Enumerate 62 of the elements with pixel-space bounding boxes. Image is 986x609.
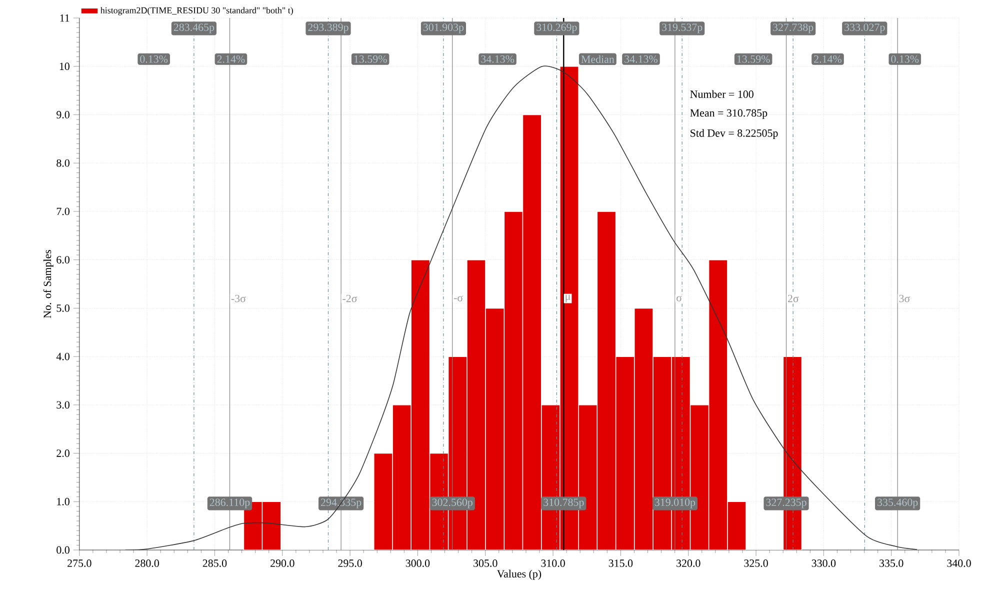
ref-line-label: 310.269p [536, 24, 577, 34]
ref-line-label: 310.785p [544, 498, 584, 508]
legend-label: histogram2D(TIME_RESIDU 30 "standard" "both" t) [100, 7, 293, 16]
annotation: 3σ [899, 294, 910, 302]
x-tick-label: 295.0 [338, 560, 362, 567]
annotation: -3σ [231, 294, 246, 302]
annotation: 13.59% [737, 55, 770, 63]
annotation: -2σ [342, 294, 358, 302]
y-tick-label: 3.0 [56, 401, 70, 409]
annotation: 13.59% [354, 55, 387, 63]
x-axis-title: Values (p) [496, 570, 542, 580]
ref-line-label: 327.738p [773, 24, 814, 34]
x-tick-label: 310.0 [541, 560, 565, 567]
ref-line-label: 302.560p [432, 498, 472, 508]
y-tick-label: 11 [60, 14, 70, 22]
x-tick-label: 335.0 [880, 560, 904, 567]
annotation: 2.14% [814, 55, 842, 63]
y-tick-label: 10 [60, 62, 70, 70]
annotation: μ [566, 294, 570, 302]
x-tick-label: 300.0 [406, 560, 430, 567]
annotation: Median [581, 55, 614, 63]
y-tick-label: 9.0 [56, 111, 70, 118]
ref-line-label: 333.027p [844, 24, 885, 34]
annotation: 0.13% [891, 55, 919, 63]
x-tick-label: 325.0 [744, 560, 768, 567]
x-tick-label: 330.0 [812, 560, 836, 567]
annotation: 34.13% [624, 55, 658, 63]
y-tick-label: 6.0 [56, 256, 70, 264]
ref-line-label: 286.110p [210, 498, 250, 508]
annotation: Number = 100 [690, 90, 754, 98]
ref-line-label: 301.903p [423, 24, 464, 34]
ref-line-label: 327.235p [766, 498, 806, 508]
x-tick-label: 320.0 [676, 560, 700, 567]
annotation: 2.14% [217, 55, 245, 63]
y-tick-label: 4.0 [56, 352, 70, 360]
annotation: Mean = 310.785p [690, 109, 768, 119]
ref-line-label: 293.389p [308, 24, 348, 34]
x-tick-label: 290.0 [270, 560, 294, 567]
y-tick-label: 5.0 [56, 304, 70, 312]
annotation: 0.13% [140, 55, 168, 63]
x-tick-label: 285.0 [202, 560, 227, 567]
y-tick-label: 1.0 [57, 498, 70, 506]
y-tick-label: 7.0 [56, 208, 70, 216]
y-tick-label: 2.0 [56, 450, 70, 457]
y-tick-label: 0.0 [56, 546, 70, 554]
ref-line-label: 283.465p [174, 24, 214, 34]
x-tick-label: 305.0 [474, 560, 498, 567]
x-tick-label: 315.0 [608, 560, 633, 567]
annotation: 2σ [788, 294, 799, 302]
line-series [125, 66, 918, 550]
annotation: 34.13% [481, 55, 514, 63]
x-tick-label: 340.0 [947, 560, 971, 567]
ref-line-label: 319.010p [654, 498, 696, 508]
ref-line-label: 335.460p [878, 498, 918, 508]
annotation: Std Dev = 8.22505p [690, 129, 778, 140]
x-tick-label: 275.0 [68, 560, 92, 567]
y-tick-label: 8.0 [56, 159, 70, 167]
ref-line-label: 319.537p [662, 24, 702, 34]
annotation: σ [676, 296, 682, 302]
annotation: -σ [454, 296, 463, 302]
y-axis-title: No. of Samples [43, 250, 54, 318]
x-tick-label: 280.0 [135, 560, 159, 567]
